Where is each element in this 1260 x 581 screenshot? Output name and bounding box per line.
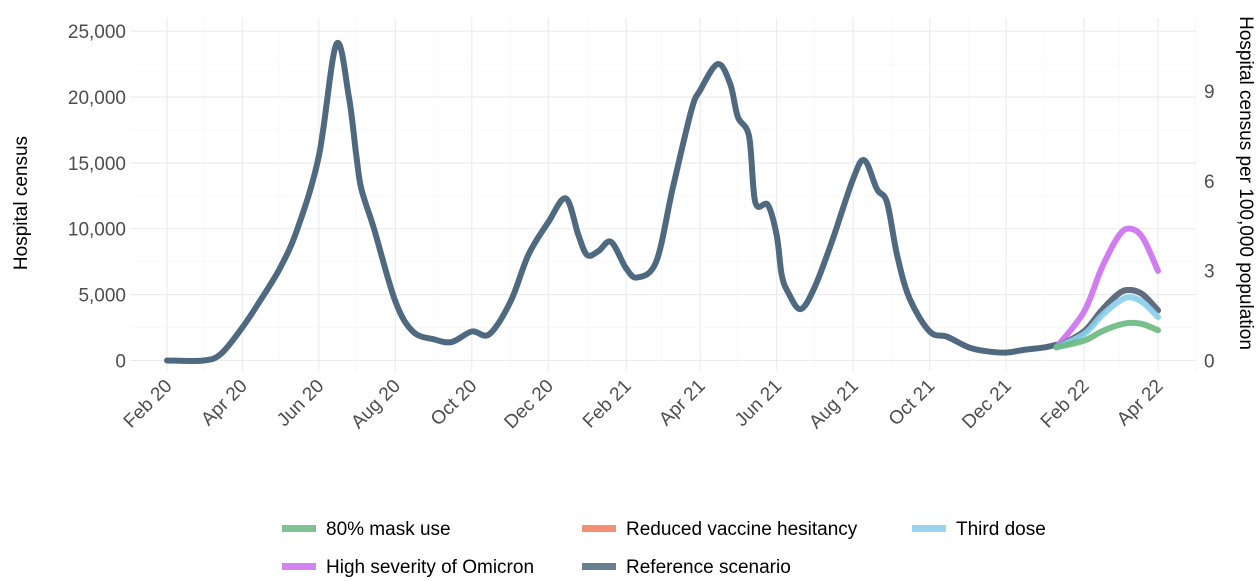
legend-label: Third dose (956, 519, 1046, 540)
x-tick-label: Feb 20 (120, 376, 177, 433)
y2-axis-ticks: 0 3 6 9 (1204, 82, 1215, 372)
y-axis-ticks: 0 5,000 10,000 15,000 20,000 25,000 (68, 22, 126, 372)
grid (130, 18, 1196, 371)
plot-lines (164, 39, 1161, 364)
x-tick-label: Apr 21 (655, 376, 709, 430)
legend-swatch (282, 563, 316, 570)
x-tick-label: Feb 21 (579, 376, 636, 433)
x-tick-label: Oct 21 (885, 376, 939, 430)
x-tick-label: Dec 21 (958, 376, 1015, 433)
legend-label: 80% mask use (326, 519, 451, 540)
x-tick-label: Jun 21 (731, 376, 786, 431)
legend-label: Reduced vaccine hesitancy (626, 519, 858, 540)
x-tick-label: Aug 21 (805, 376, 862, 433)
y-tick-label: 0 (115, 351, 126, 372)
x-tick-label: Aug 20 (347, 376, 404, 433)
x-tick-label: Dec 20 (500, 376, 557, 433)
series-line-third-dose (1053, 294, 1161, 351)
y-axis-title: Hospital census (11, 136, 32, 270)
legend: 80% mask use Reduced vaccine hesitancy Thi… (282, 519, 1046, 578)
legend-swatch (912, 525, 946, 532)
legend-swatch (282, 525, 316, 532)
legend-swatch (582, 563, 616, 570)
y-tick-label: 25,000 (68, 22, 126, 43)
x-axis-ticks: Feb 20 Apr 20 Jun 20 Aug 20 Oct 20 Dec 20 Feb … (120, 376, 1168, 433)
legend-label: High severity of Omicron (326, 557, 534, 578)
historical-line (164, 39, 1060, 364)
y2-tick-label: 3 (1204, 262, 1215, 283)
y2-tick-label: 9 (1204, 82, 1215, 103)
y2-tick-label: 0 (1204, 351, 1215, 372)
x-tick-label: Apr 20 (197, 376, 251, 430)
series-line-80-mask-use (1053, 319, 1161, 351)
y-tick-label: 5,000 (78, 286, 126, 307)
x-tick-label: Jun 20 (273, 376, 328, 431)
legend-label: Reference scenario (626, 557, 791, 578)
legend-swatch (582, 525, 616, 532)
y-tick-label: 15,000 (68, 154, 126, 175)
x-tick-label: Feb 22 (1037, 376, 1094, 433)
series-line-high-severity-of-omicron (1053, 225, 1161, 351)
y2-tick-label: 6 (1204, 172, 1215, 193)
y-tick-label: 10,000 (68, 220, 126, 241)
x-tick-label: Apr 22 (1113, 376, 1167, 430)
x-tick-label: Oct 20 (427, 376, 481, 430)
y2-axis-title: Hospital census per 100,000 population (1235, 16, 1256, 350)
y-tick-label: 20,000 (68, 88, 126, 109)
